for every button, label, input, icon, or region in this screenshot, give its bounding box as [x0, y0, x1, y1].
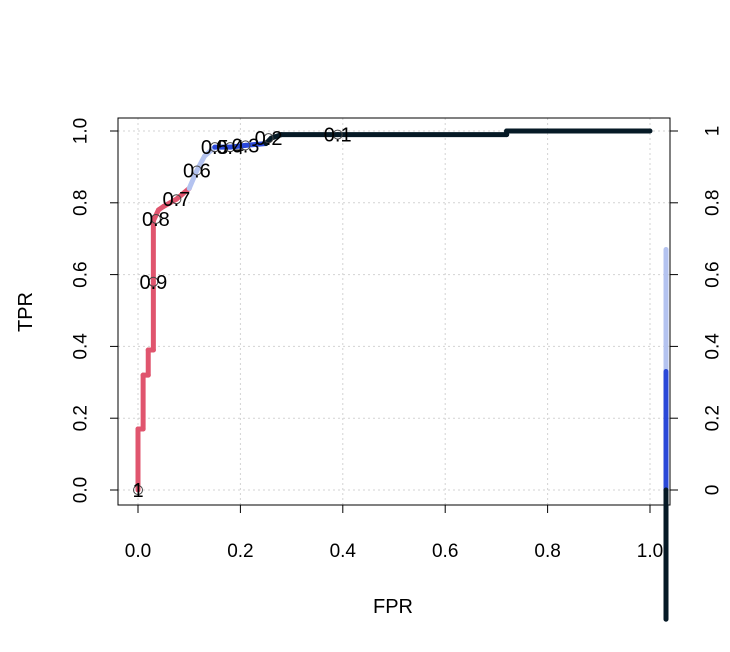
colorbar-tick-label: 0	[703, 485, 724, 496]
cutoff-label: 0.7	[162, 189, 190, 211]
x-tick-label: 0.6	[432, 541, 458, 562]
x-tick-label: 0.8	[534, 541, 560, 562]
axes: 0.0 0.2 0.4 0.6 0.8 1.00.00.20.40.60.81.0	[71, 118, 664, 562]
roc-curve-segment	[173, 185, 192, 202]
colorbar-tick-label: 0.8	[703, 190, 724, 216]
roc-curve	[135, 128, 653, 493]
cutoff-point	[148, 276, 159, 287]
cutoff-label: 0.3	[232, 135, 260, 157]
x-tick-label: 0.4	[330, 541, 357, 562]
cutoff-label: 0.1	[324, 125, 352, 147]
roc-curve-segment	[227, 142, 249, 150]
y-tick-label: 0.2	[71, 405, 92, 431]
cutoff-point	[150, 213, 161, 224]
colorbar: 0 0.2 0.4 0.6 0.8 1	[663, 126, 724, 622]
cutoff-point	[225, 142, 236, 153]
x-tick-label: 1.0	[637, 541, 663, 562]
cutoff-label: 1	[132, 480, 143, 502]
cutoff-label: 0.2	[255, 128, 283, 150]
cutoff-point	[171, 194, 182, 205]
y-axis-title: TPR	[15, 292, 37, 332]
roc-curve-segment	[243, 141, 269, 148]
x-axis-title: FPR	[373, 596, 413, 618]
cutoff-label: 0.9	[139, 272, 167, 294]
colorbar-tick-label: 0.4	[703, 333, 724, 360]
cutoff-points: 1 0.9 0.80.7 0.60.50.40.30.2 0.1	[132, 125, 351, 502]
y-tick-label: 0.6	[71, 261, 92, 287]
roc-curve-segment	[186, 167, 200, 191]
cutoff-label: 0.6	[183, 160, 211, 182]
colorbar-tick-label: 1	[703, 126, 724, 137]
y-tick-label: 0.4	[71, 333, 92, 360]
x-tick-label: 0.0	[125, 541, 151, 562]
cutoff-point	[191, 165, 202, 176]
y-tick-label: 0.8	[71, 190, 92, 216]
cutoff-label: 0.8	[142, 209, 170, 231]
roc-curve-segment	[194, 153, 208, 173]
cutoff-point	[332, 129, 343, 140]
cutoff-point	[240, 140, 251, 151]
y-tick-label: 0.0	[71, 477, 92, 503]
cutoff-label: 0.5	[201, 137, 229, 159]
x-tick-label: 0.2	[227, 541, 253, 562]
colorbar-tick-label: 0.2	[703, 405, 724, 431]
y-tick-label: 1.0	[71, 118, 92, 144]
cutoff-point	[209, 142, 220, 153]
cutoff-point	[263, 133, 274, 144]
grid	[118, 118, 670, 505]
colorbar-tick-label: 0.6	[703, 261, 724, 287]
cutoff-label: 0.4	[216, 137, 244, 159]
cutoff-point	[133, 485, 143, 495]
